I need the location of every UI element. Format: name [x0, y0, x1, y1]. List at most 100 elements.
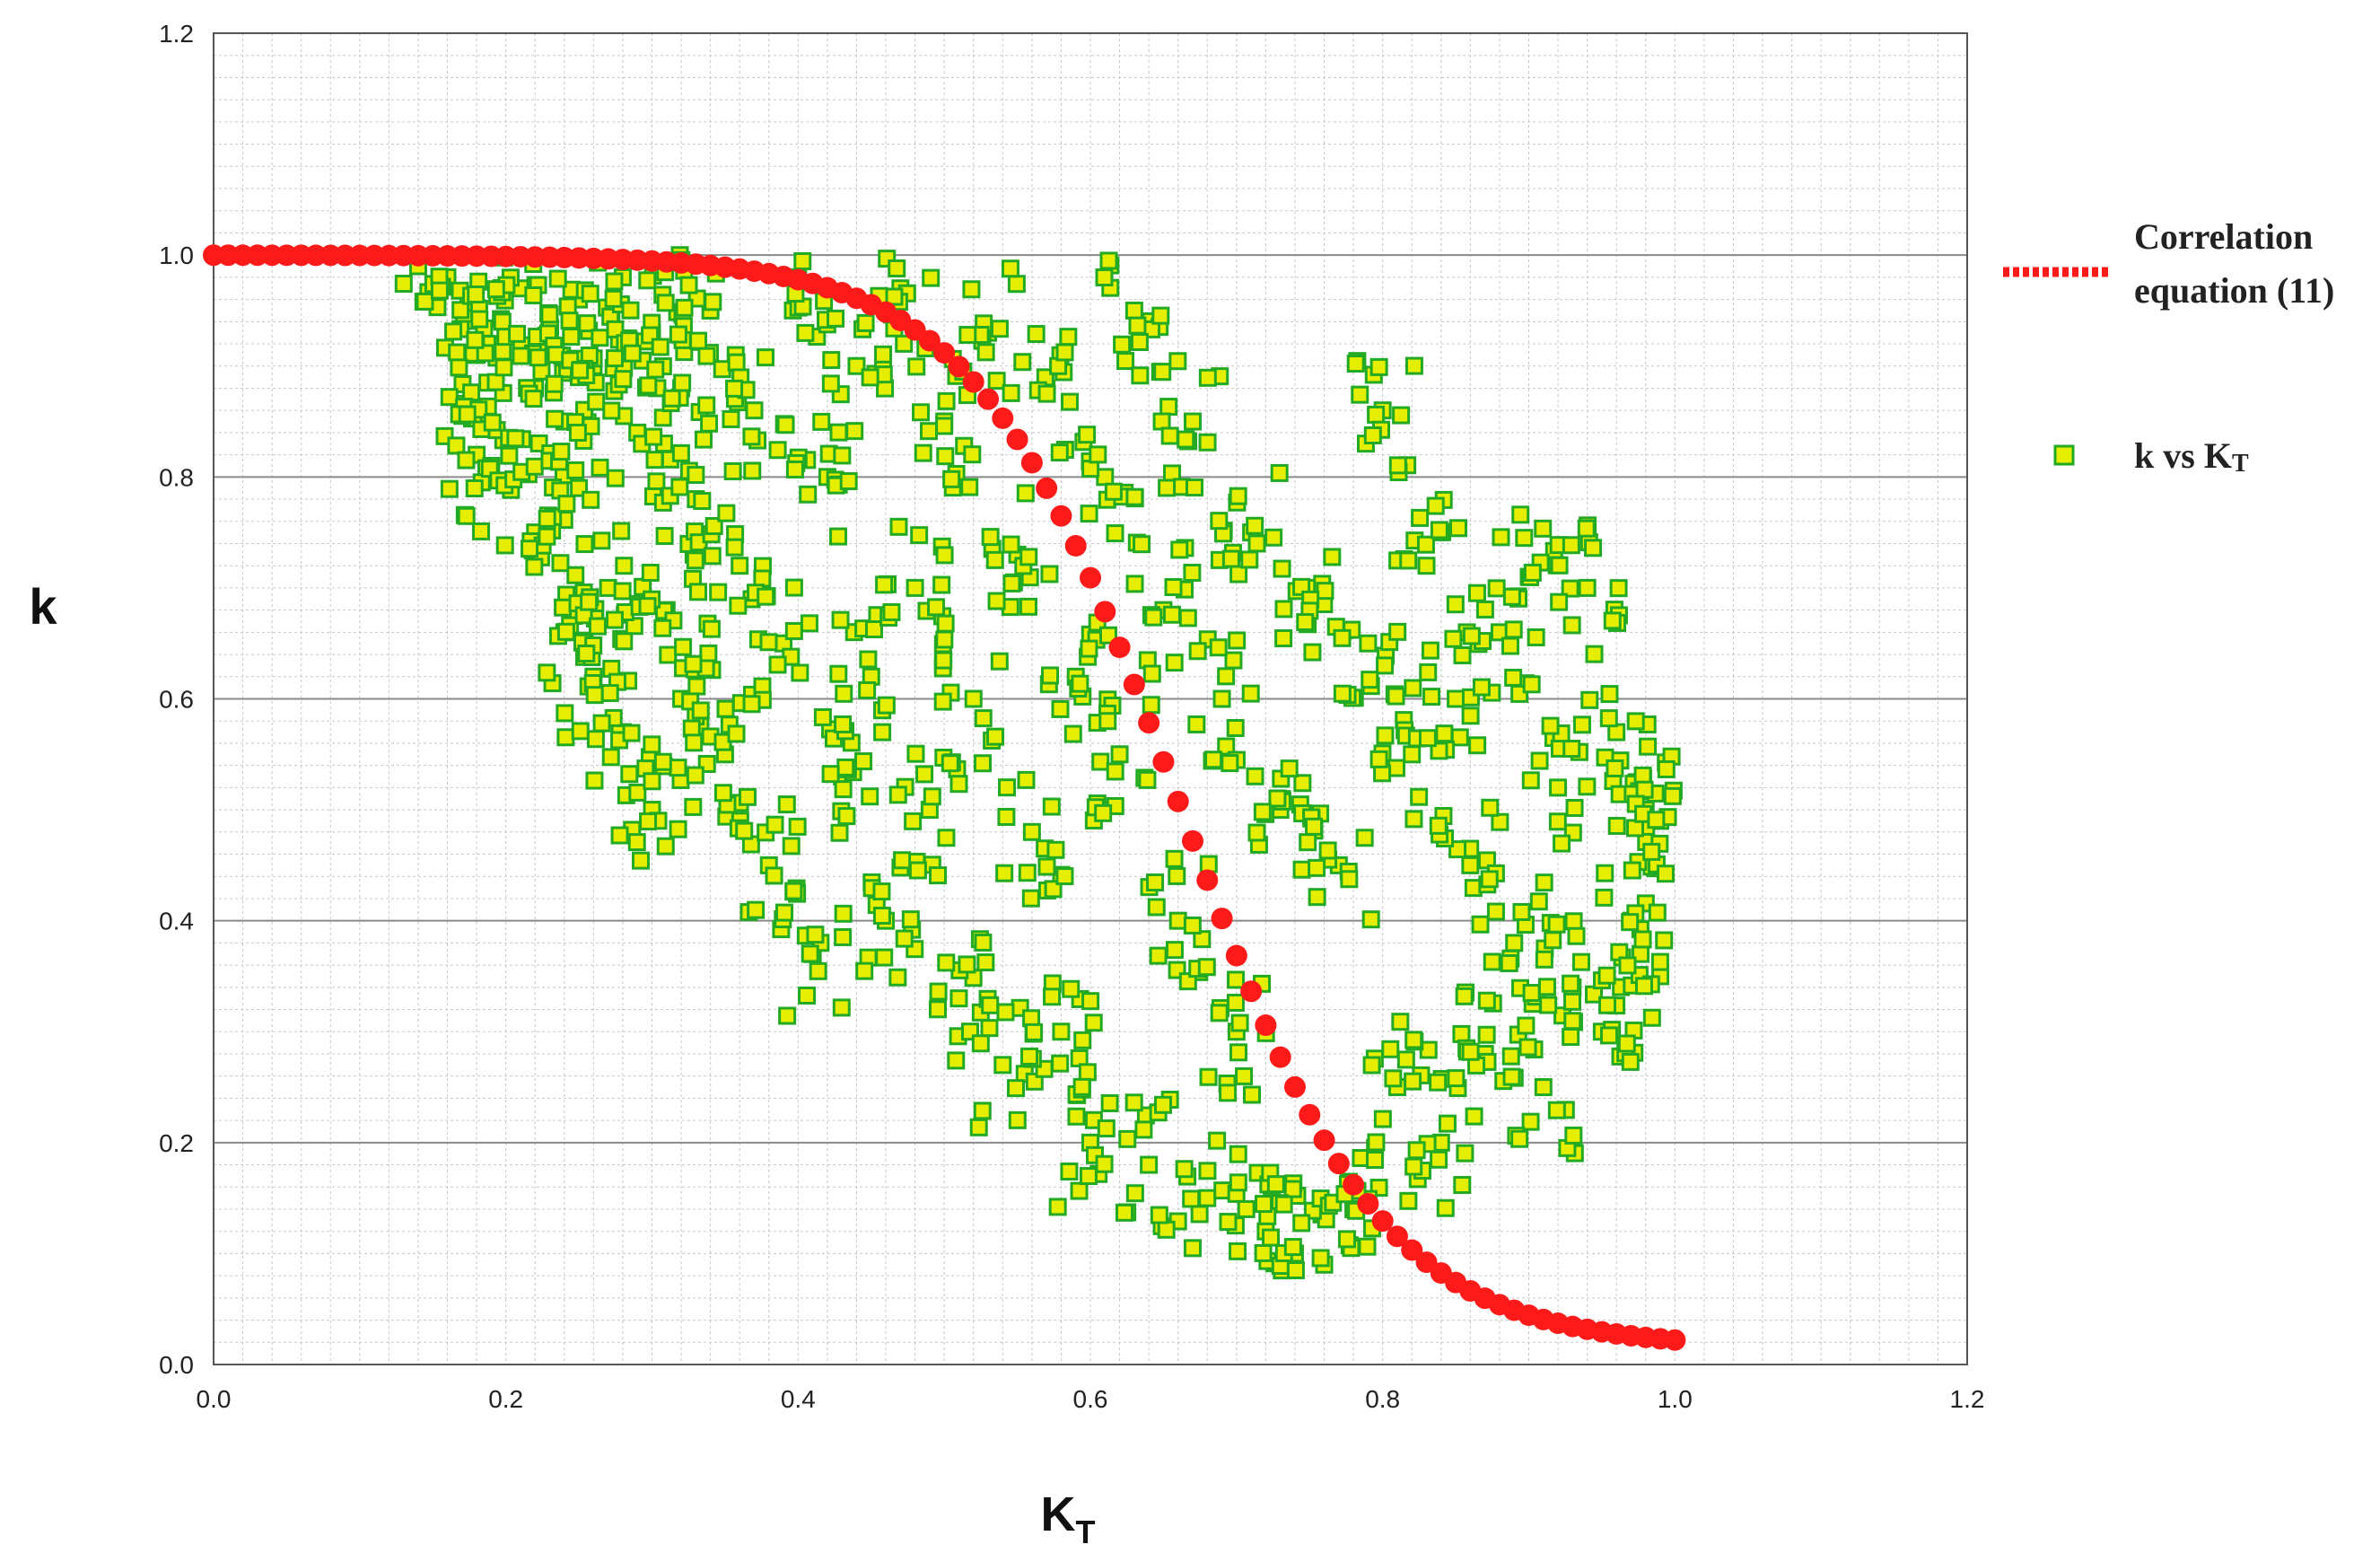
- scatter-point: [1099, 251, 1118, 270]
- scatter-point: [986, 727, 1005, 746]
- scatter-point: [1500, 953, 1518, 972]
- scatter-point: [901, 910, 920, 929]
- scatter-point: [855, 961, 874, 980]
- scatter-point: [1133, 535, 1151, 554]
- legend-scatter-label-subscript: T: [2232, 450, 2249, 478]
- scatter-point: [529, 348, 547, 367]
- scatter-point: [1369, 750, 1388, 768]
- scatter-point: [1316, 582, 1334, 601]
- correlation-point: [1006, 428, 1028, 451]
- scatter-point: [1373, 1110, 1392, 1128]
- plot-frame: [213, 32, 1968, 1365]
- scatter-point: [1037, 384, 1056, 403]
- scatter-point: [578, 314, 597, 333]
- scatter-point: [1337, 1230, 1356, 1249]
- scatter-point: [1240, 550, 1259, 569]
- scatter-point: [1527, 627, 1545, 646]
- scatter-point: [785, 460, 804, 478]
- x-axis-ticks: 0.0 0.2 0.4 0.6 0.8 1.0 1.2: [197, 1385, 1985, 1413]
- scatter-point: [1521, 1112, 1540, 1131]
- scatter-point: [556, 728, 575, 747]
- scatter-point: [591, 458, 609, 477]
- scatter-point: [1447, 1069, 1466, 1088]
- scatter-point: [687, 465, 705, 484]
- scatter-point: [907, 357, 926, 376]
- scatter-point: [1168, 352, 1187, 371]
- scatter-point: [1229, 1145, 1247, 1163]
- scatter-point: [1618, 956, 1637, 975]
- scatter-point: [1598, 996, 1617, 1014]
- scatter-point: [980, 1019, 999, 1038]
- scatter-point: [1361, 910, 1380, 929]
- scatter-point: [1453, 645, 1472, 664]
- scatter-point: [1062, 979, 1081, 998]
- scatter-point: [1124, 1093, 1143, 1112]
- scatter-point: [1125, 1184, 1144, 1203]
- scatter-point: [1435, 724, 1454, 743]
- correlation-point: [933, 342, 956, 364]
- scatter-point: [1418, 729, 1437, 748]
- scatter-point: [1544, 931, 1562, 950]
- scatter-point: [877, 696, 896, 715]
- scatter-point: [1017, 770, 1036, 789]
- scatter-point: [1416, 535, 1435, 554]
- scatter-point: [768, 655, 787, 674]
- scatter-point: [1449, 519, 1468, 538]
- scatter-point: [822, 351, 841, 370]
- scatter-point: [1562, 1028, 1580, 1047]
- scatter-point: [904, 812, 923, 830]
- scatter-point: [1227, 970, 1246, 989]
- scatter-point: [1165, 849, 1184, 868]
- scatter-point: [1539, 996, 1558, 1014]
- correlation-point: [1064, 534, 1087, 557]
- scatter-point: [613, 582, 632, 601]
- scatter-point: [997, 807, 1016, 826]
- scatter-point: [858, 680, 877, 699]
- scatter-point: [709, 583, 728, 601]
- scatter-point: [1229, 1242, 1247, 1260]
- scatter-point: [689, 583, 708, 601]
- scatter-point: [1293, 774, 1312, 793]
- legend-correlation-label-line2: equation (11): [2134, 270, 2334, 311]
- scatter-point: [716, 699, 735, 718]
- correlation-series: [203, 244, 1686, 1351]
- scatter-point: [1399, 1191, 1418, 1210]
- scatter-point: [833, 446, 852, 465]
- scatter-point: [671, 443, 690, 462]
- scatter-point: [800, 614, 818, 633]
- scatter-point: [1465, 1107, 1483, 1126]
- scatter-point: [1061, 392, 1080, 411]
- scatter-point: [486, 373, 505, 391]
- correlation-point: [1664, 1329, 1686, 1351]
- scatter-point: [1511, 505, 1530, 524]
- scatter-point: [937, 829, 956, 847]
- scatter-point: [1471, 915, 1490, 934]
- scatter-point: [500, 446, 519, 465]
- scatter-point: [1081, 992, 1100, 1011]
- scatter-point: [1237, 1199, 1256, 1218]
- correlation-point: [1240, 980, 1263, 1003]
- scatter-point: [1168, 911, 1187, 930]
- scatter-point: [610, 826, 629, 845]
- scatter-point: [976, 343, 995, 362]
- scatter-point: [546, 409, 564, 428]
- scatter-point: [1617, 1034, 1636, 1053]
- scatter-point: [1096, 468, 1115, 487]
- scatter-point: [1274, 1195, 1293, 1214]
- scatter-point: [1422, 688, 1441, 706]
- scatter-point: [1537, 978, 1556, 996]
- scatter-point: [1219, 1084, 1238, 1102]
- scatter-point: [440, 388, 459, 407]
- scatter-point: [1013, 353, 1032, 372]
- scatter-point: [798, 986, 817, 1005]
- scatter-point: [1607, 816, 1626, 835]
- scatter-point: [631, 851, 650, 870]
- correlation-point: [1196, 869, 1219, 891]
- scatter-point: [655, 527, 674, 546]
- x-axis-title-main: K: [1041, 1487, 1076, 1541]
- scatter-point: [508, 324, 527, 343]
- scatter-point: [552, 443, 571, 461]
- scatter-point: [906, 744, 925, 763]
- scatter-point: [812, 412, 831, 431]
- y-axis-ticks: 0.0 0.2 0.4 0.6 0.8 1.0 1.2: [159, 20, 194, 1379]
